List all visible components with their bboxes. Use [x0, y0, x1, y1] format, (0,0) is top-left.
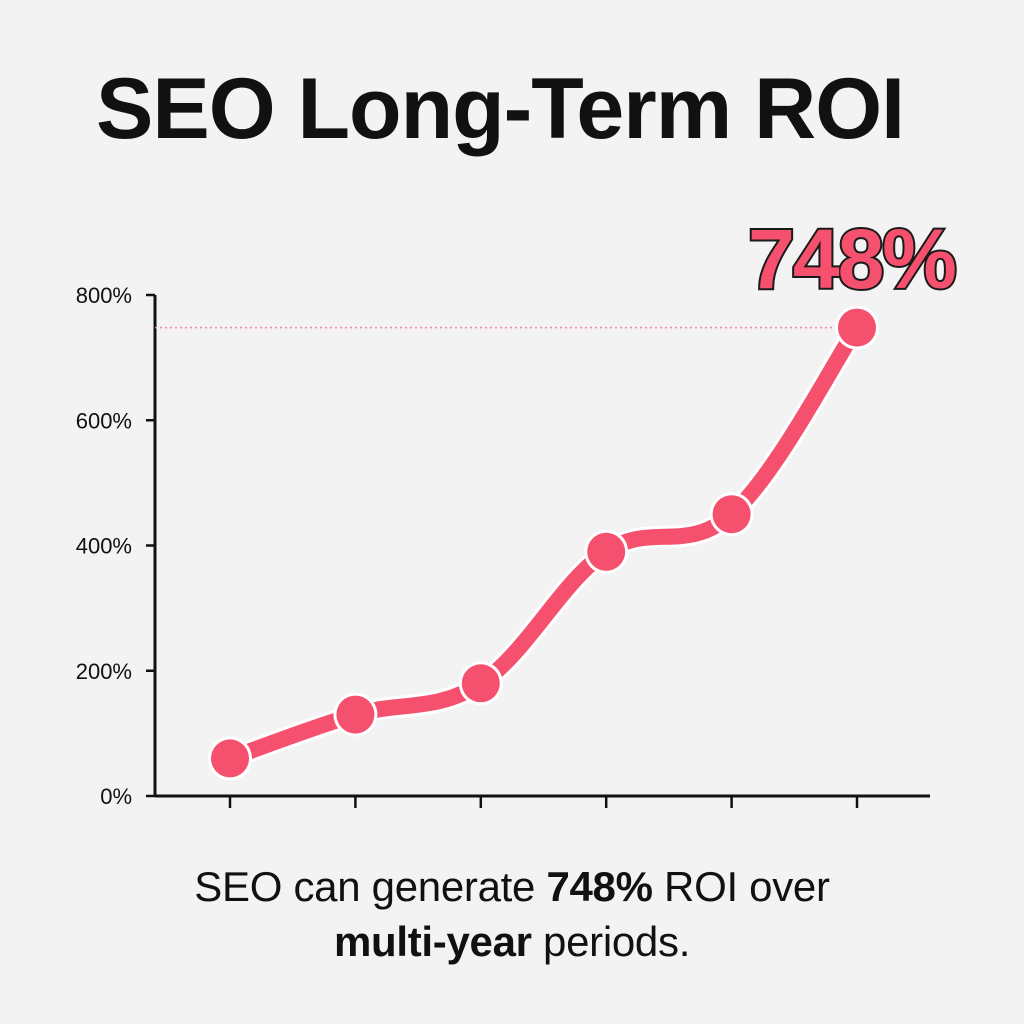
y-tick-label: 800% — [76, 283, 132, 308]
data-point — [336, 695, 375, 734]
caption-text-1: SEO can generate — [194, 863, 547, 910]
caption: SEO can generate 748% ROI over multi-yea… — [0, 860, 1024, 969]
caption-text-2: ROI over — [652, 863, 830, 910]
page-title: SEO Long-Term ROI — [96, 61, 905, 157]
series-line-outline — [219, 316, 868, 770]
y-tick-label: 200% — [76, 659, 132, 684]
y-tick-label: 600% — [76, 408, 132, 433]
caption-text-3: periods. — [531, 917, 691, 965]
data-point — [712, 495, 751, 534]
caption-highlight-period: multi-year — [333, 917, 532, 965]
y-tick-label: 400% — [76, 534, 132, 559]
series-line — [222, 319, 865, 767]
caption-highlight-roi: 748% — [546, 863, 653, 910]
data-point — [211, 739, 249, 778]
peak-value-callout: 748% — [748, 212, 955, 306]
data-point — [461, 664, 500, 703]
y-axis: 0% 200% 400% 600% 800% — [76, 283, 157, 809]
y-tick-label: 0% — [100, 784, 132, 809]
roi-series — [219, 316, 868, 770]
data-points — [208, 305, 879, 781]
data-point — [838, 308, 876, 347]
data-point — [587, 532, 626, 571]
x-axis — [155, 794, 930, 808]
